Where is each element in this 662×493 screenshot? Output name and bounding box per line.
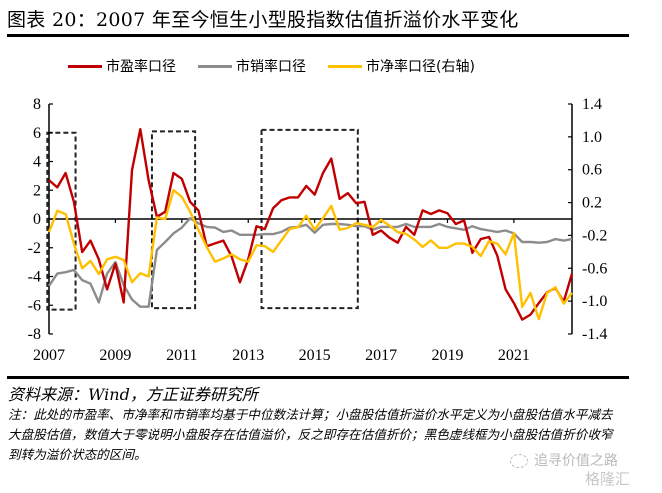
right-axis-tick-label: -0.6 [582,260,607,277]
x-axis-tick-label: 2009 [99,347,131,364]
left-axis-tick-label: -4 [28,269,41,286]
legend-swatch-pe [68,64,102,68]
dashed-box-1 [46,131,77,311]
watermark-logo: 格隆汇 [585,470,631,488]
watermark: 追寻价值之路 [510,450,618,470]
watermark-text: 追寻价值之路 [534,453,618,469]
x-axis-tick-label: 2017 [365,347,397,364]
right-axis-tick-label: 0.6 [582,162,602,179]
x-axis-tick-label: 2007 [33,347,65,364]
legend-label-pe: 市盈率口径 [106,59,176,75]
left-axis-tick-label: -6 [28,297,41,314]
x-axis-tick-label: 2013 [232,347,264,364]
legend-item-pe: 市盈率口径 [68,56,176,76]
source-text: 资料来源：Wind，方正证券研究所 [8,385,258,404]
note-text: 注：此处的市盈率、市净率和市销率均基于中位数法计算；小盘股估值折溢价水平定义为小… [8,407,613,462]
series-line-pb [47,188,573,321]
legend-item-ps: 市销率口径 [198,56,306,76]
right-axis-tick-label: -0.2 [582,227,607,244]
left-axis-tick-label: 8 [33,96,41,113]
legend: 市盈率口径 市销率口径 市净率口径(右轴) [68,56,497,76]
left-axis-tick-label: -8 [28,326,41,343]
right-axis-tick-label: -1.0 [582,293,607,310]
x-axis-tick-label: 2019 [431,347,463,364]
left-axis-tick-label: -2 [28,240,41,257]
right-axis-tick-label: -1.4 [582,326,607,343]
line-chart: 8 6 4 2 0 -2 -4 -6 -8 1.4 1.0 0.6 0.2 -0.2 -0.6 -1.0 -1.… [28,96,608,364]
right-axis-tick-label: 0.2 [582,195,602,212]
title-rule [7,34,629,37]
source-rule [7,376,629,379]
x-axis-tick-label: 2011 [166,347,197,364]
left-axis-tick-label: 4 [33,154,41,171]
series-line-pe [48,128,574,321]
legend-swatch-pb [328,64,362,68]
x-axis-tick-label: 2015 [299,347,331,364]
left-axis-tick-label: 2 [33,182,41,199]
legend-swatch-ps [198,64,232,68]
right-axis-tick-label: 1.0 [582,129,602,146]
legend-label-pb: 市净率口径(右轴) [366,59,475,75]
chart-title: 图表 20：2007 年至今恒生小型股指数估值折溢价水平变化 [7,9,519,31]
left-axis-tick-label: 6 [33,125,41,142]
x-axis-tick-label: 2021 [498,347,530,364]
legend-item-pb: 市净率口径(右轴) [328,56,475,76]
left-axis-tick-label: 0 [33,211,41,228]
series-line-ps [48,217,573,308]
right-axis-tick-label: 1.4 [582,96,602,113]
legend-label-ps: 市销率口径 [236,59,306,75]
wechat-icon [510,454,528,468]
